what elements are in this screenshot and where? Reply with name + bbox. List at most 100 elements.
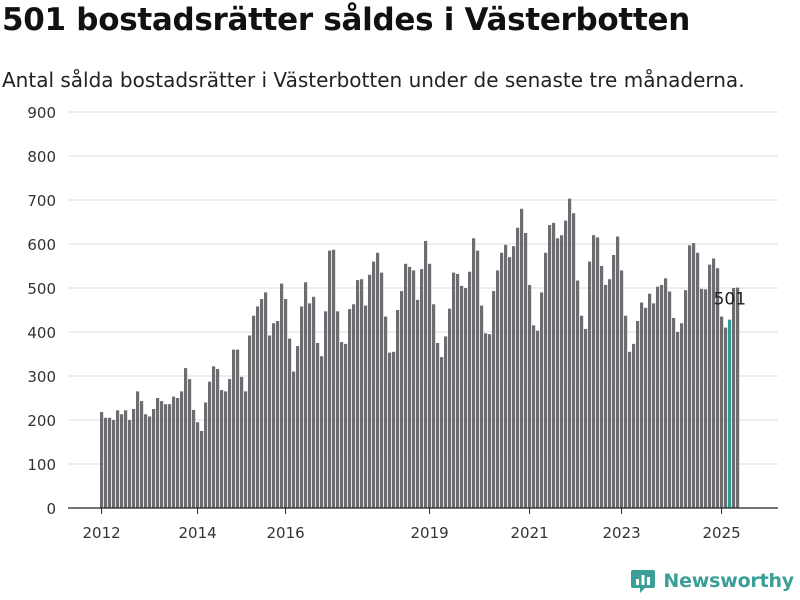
annotations: 501 [714,290,746,310]
bar [340,342,344,508]
bar [204,402,208,508]
bar [640,302,644,508]
bar [680,323,684,508]
bar [264,292,268,508]
bar [504,244,508,508]
y-tick-label: 800 [27,148,56,166]
y-tick-label: 700 [27,192,56,210]
bar [164,404,168,508]
bar [596,237,600,508]
bar [176,398,180,508]
bar [568,198,572,508]
y-axis-ticks: 0 100 200 300 400 500 600 700 800 900 [27,104,56,518]
bar [292,371,296,508]
bar [276,321,280,508]
bar [112,420,116,508]
bar [408,266,412,508]
bar [648,293,652,508]
bar [560,235,564,508]
bar [472,238,476,508]
bar [320,356,324,508]
bar [456,273,460,508]
x-tick-label: 2023 [603,524,641,542]
bar [448,308,452,508]
bar [460,285,464,508]
bar [444,336,448,508]
bar [344,343,348,508]
bar [488,334,492,508]
bar [148,416,152,508]
bar [716,268,720,508]
bar [324,311,328,508]
bar [168,404,172,508]
bar [584,328,588,508]
bar [712,258,716,508]
bar [720,316,724,508]
bar [412,270,416,508]
bar [616,236,620,508]
bar [304,282,308,508]
bar [196,422,200,508]
bar [620,270,624,508]
bar [104,417,108,508]
bar [172,396,176,508]
bar [548,225,552,508]
x-tick-label: 2014 [179,524,217,542]
bar [200,431,204,508]
bar [500,252,504,508]
bar [300,306,304,508]
bar [540,292,544,508]
bar [156,398,160,508]
bar [248,335,252,508]
y-tick-label: 0 [46,500,56,518]
bar [100,412,104,508]
bar [244,391,248,508]
bar [592,235,596,508]
bar [564,220,568,508]
x-tick-label: 2025 [703,524,741,542]
bar [700,288,704,508]
bar [576,280,580,508]
bar [120,414,124,508]
bar [236,349,240,508]
bar [432,304,436,508]
bar [260,299,264,508]
bar [676,332,680,508]
chart-title: 501 bostadsrätter såldes i Västerbotten [2,2,690,38]
bar [228,379,232,508]
bar [208,381,212,508]
bar [368,274,372,508]
bar [532,325,536,508]
bar [108,417,112,508]
bar [388,352,392,508]
y-tick-label: 100 [27,456,56,474]
newsworthy-logo-icon [631,570,656,593]
bar [632,343,636,508]
bars [100,198,740,509]
bar [668,291,672,508]
bar [528,284,532,508]
bar [152,409,156,508]
bar [496,270,500,508]
bar [308,303,312,508]
bar [372,261,376,508]
bar [628,351,632,508]
bar [356,280,360,508]
bar [332,249,336,508]
bar [704,289,708,508]
bar [636,321,640,508]
bar [440,357,444,508]
bar [572,213,576,508]
x-tick-label: 2019 [411,524,449,542]
bar [284,299,288,508]
bar [544,252,548,508]
bar [180,391,184,508]
bar [736,287,740,508]
bar [556,238,560,508]
highlight-bar [728,319,732,508]
bar [188,379,192,508]
bar [724,327,728,508]
bar [520,208,524,509]
bar [600,266,604,508]
bar [316,343,320,508]
